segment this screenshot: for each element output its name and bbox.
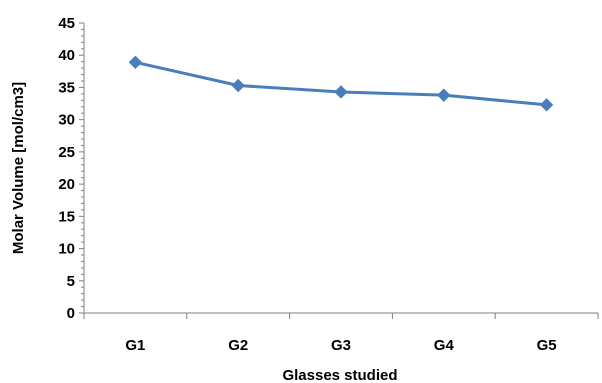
x-tick-label: G2: [228, 337, 248, 354]
y-tick-label: 25: [58, 144, 75, 161]
y-tick-label: 5: [67, 273, 75, 290]
data-point-marker: [231, 78, 245, 93]
plot-area: [128, 55, 554, 112]
y-axis: 0 5 10 15 20 25 30 35 40 45: [58, 15, 85, 322]
y-tick-label: 30: [58, 112, 75, 129]
y-tick-label: 0: [67, 305, 75, 322]
x-axis-title: Glasses studied: [282, 367, 397, 383]
y-tick-label: 10: [58, 241, 75, 258]
x-axis: G1 G2 G3 G4 G5: [83, 312, 599, 354]
x-axis-ticks: G1 G2 G3 G4 G5: [83, 313, 599, 354]
y-tick-label: 35: [58, 79, 75, 96]
data-point-marker: [128, 55, 143, 70]
data-point-marker: [539, 98, 554, 112]
x-tick-label: G1: [125, 337, 145, 354]
y-tick-label: 20: [58, 176, 75, 193]
y-axis-title: Molar Volume [mol/cm3]: [10, 82, 27, 254]
x-tick-label: G5: [537, 337, 557, 354]
x-tick-label: G4: [434, 337, 455, 354]
y-axis-ticks: 0 5 10 15 20 25 30 35 40 45: [58, 15, 84, 322]
y-tick-label: 15: [58, 208, 75, 225]
data-point-marker: [334, 85, 348, 99]
y-tick-label: 45: [58, 15, 75, 32]
data-point-marker: [437, 88, 451, 102]
y-tick-label: 40: [58, 47, 75, 64]
x-tick-label: G3: [331, 337, 351, 354]
